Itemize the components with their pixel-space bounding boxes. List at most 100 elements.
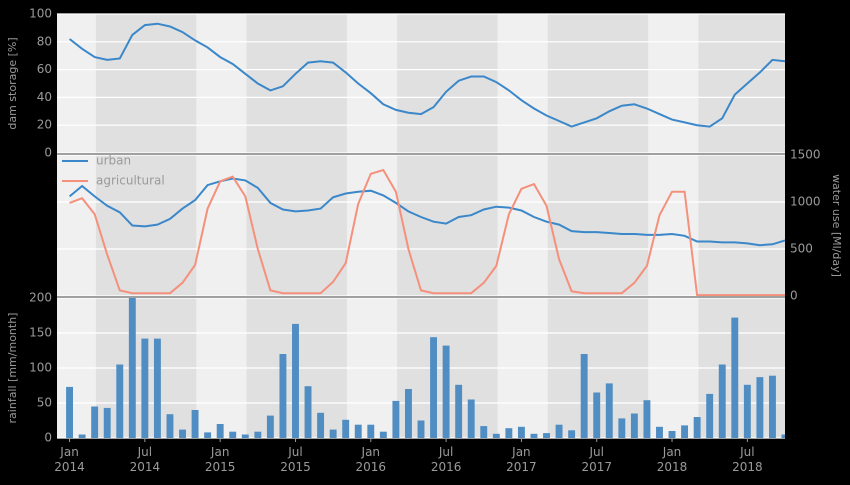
bar	[480, 426, 488, 438]
season-band	[397, 155, 498, 296]
bar	[379, 431, 387, 438]
bar	[656, 426, 663, 438]
bar	[367, 424, 375, 438]
bar	[430, 337, 438, 438]
bar	[116, 364, 124, 438]
x-tick-label: Jan 2015	[205, 445, 236, 474]
y-tick-label: 200	[29, 291, 52, 305]
season-band	[397, 14, 498, 153]
x-tick-label: Jul 2015	[280, 445, 311, 474]
bar	[317, 412, 325, 438]
data-line	[68, 22, 785, 128]
bar	[191, 410, 199, 438]
season-band	[547, 14, 649, 153]
bar	[492, 433, 500, 438]
x-tick-label: Jul 2014	[130, 445, 161, 474]
bar	[229, 431, 237, 438]
legend-label: agricultural	[96, 174, 165, 188]
y-tick-label: 60	[37, 62, 52, 76]
bar	[179, 429, 186, 438]
x-tick-label: Jul 2017	[581, 445, 612, 474]
bar	[153, 338, 161, 438]
bar	[618, 418, 626, 438]
series-line	[68, 177, 785, 247]
bar	[568, 430, 576, 438]
bar	[241, 434, 249, 438]
bar	[329, 429, 337, 438]
y-tick-label: 0	[790, 289, 798, 303]
bar	[78, 434, 86, 438]
bar	[266, 415, 274, 438]
series-line	[69, 168, 785, 296]
bar	[254, 431, 262, 438]
bar	[91, 406, 99, 438]
bar	[204, 432, 212, 438]
bar	[693, 417, 701, 438]
bar	[128, 298, 136, 438]
bar	[756, 377, 764, 438]
bar	[668, 431, 676, 438]
bar	[605, 383, 613, 438]
bar	[593, 392, 601, 438]
bar	[392, 400, 400, 438]
x-tick-label: Jan 2018	[657, 445, 688, 474]
y-tick-label: 20	[37, 118, 52, 132]
x-tick-label: Jul 2018	[732, 445, 763, 474]
plot-area	[68, 168, 785, 296]
plot-area	[68, 22, 785, 128]
bar	[103, 407, 111, 438]
bar	[354, 424, 362, 438]
legend-label: urban	[96, 154, 131, 168]
bar	[580, 354, 588, 438]
bar	[555, 424, 563, 438]
bar	[292, 323, 299, 438]
plot-area	[66, 298, 785, 438]
bar	[630, 413, 638, 438]
season-band	[0, 155, 46, 296]
y-tick-label: 40	[37, 90, 52, 104]
y-tick-label: 1000	[790, 195, 821, 209]
bar	[66, 386, 74, 438]
season-band	[246, 14, 347, 153]
y-tick-label: 0	[44, 146, 52, 160]
season-band	[698, 155, 785, 296]
bar	[279, 354, 287, 438]
bar	[718, 364, 726, 438]
y-tick-label: 50	[37, 396, 52, 410]
bar	[216, 424, 224, 438]
bar	[455, 384, 463, 438]
season-band	[698, 14, 785, 153]
y-tick-label: 1500	[790, 148, 821, 162]
axis-label: rainfall [mm/month]	[6, 313, 19, 424]
x-tick-label: Jan 2017	[506, 445, 537, 474]
y-tick-label: 100	[29, 361, 52, 375]
bar	[681, 425, 689, 438]
bar	[442, 345, 450, 438]
bar	[342, 419, 350, 438]
bar	[543, 433, 550, 438]
bar	[643, 400, 651, 438]
axis-label: dam storage [%]	[6, 37, 19, 129]
bar	[505, 428, 513, 438]
bar	[404, 389, 412, 438]
y-tick-label: 0	[44, 431, 52, 445]
season-band	[95, 14, 197, 153]
bar	[530, 433, 538, 438]
bar	[141, 338, 149, 438]
x-tick-label: Jan 2014	[54, 445, 85, 474]
season-band	[246, 155, 347, 296]
bar	[768, 375, 776, 438]
x-tick-label: Jul 2016	[431, 445, 462, 474]
y-tick-label: 80	[37, 34, 52, 48]
panel-bands	[95, 14, 785, 153]
y-tick-label: 150	[29, 326, 52, 340]
bar	[166, 414, 174, 438]
bar	[517, 426, 525, 438]
y-tick-label: 100	[29, 7, 52, 21]
bar	[304, 386, 312, 438]
bar	[731, 317, 739, 438]
bar	[706, 393, 714, 438]
x-tick-label: Jan 2016	[356, 445, 387, 474]
axis-label: water use [Ml/day]	[830, 174, 843, 277]
